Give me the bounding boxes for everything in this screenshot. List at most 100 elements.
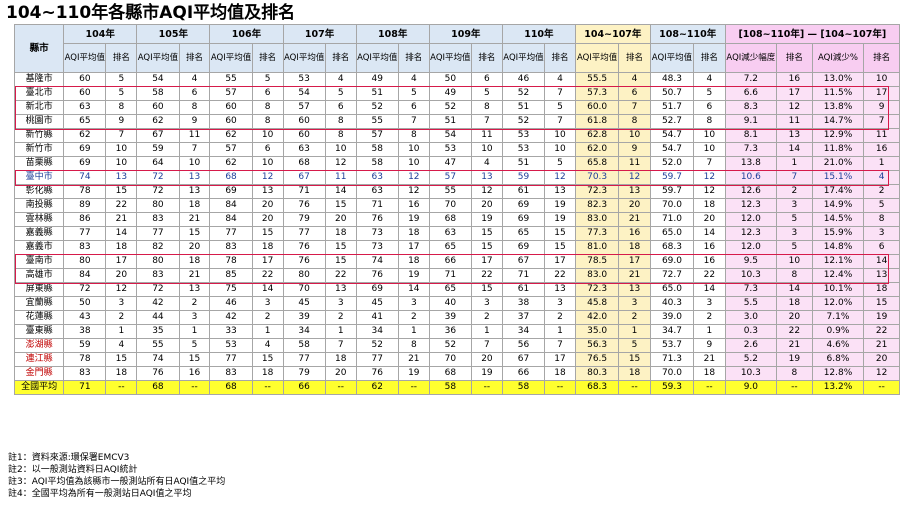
- value-cell: 65: [63, 114, 107, 129]
- rank-cell: 1: [178, 324, 211, 339]
- value-cell: 69: [501, 240, 546, 255]
- rank-cell: 4: [251, 338, 284, 353]
- value-cell: 66: [428, 254, 473, 269]
- rank-cell: 20: [324, 366, 357, 381]
- value-cell: 9.5: [724, 254, 778, 269]
- rank-cell: 14: [863, 254, 900, 269]
- value-cell: 83.0: [574, 268, 620, 283]
- rank-cell: 20: [105, 268, 138, 283]
- value-cell: 35.0: [574, 324, 620, 339]
- rank-cell: 18: [618, 366, 651, 381]
- value-cell: 35: [136, 324, 180, 339]
- rank-cell: 2: [776, 184, 813, 199]
- rank-cell: 2: [471, 310, 503, 325]
- rank-cell: 7: [471, 114, 503, 129]
- rank-cell: 15: [324, 198, 357, 213]
- rank-cell: 18: [178, 198, 211, 213]
- rank-cell: 14: [251, 282, 284, 297]
- value-cell: 13.8: [724, 156, 778, 171]
- rank-cell: 13: [251, 184, 284, 199]
- value-cell: 39: [282, 310, 326, 325]
- value-cell: 52: [355, 100, 399, 115]
- rank-cell: 15: [178, 226, 211, 241]
- value-cell: 71.0: [649, 212, 695, 227]
- rank-cell: 16: [776, 72, 813, 87]
- value-cell: 65.8: [574, 156, 620, 171]
- value-cell: 71.3: [649, 352, 695, 367]
- rank-cell: 18: [618, 240, 651, 255]
- value-cell: 8.1: [724, 128, 778, 143]
- rank-cell: 18: [251, 366, 284, 381]
- value-cell: 83: [209, 240, 253, 255]
- value-cell: 14.9%: [811, 198, 865, 213]
- value-cell: 14.7%: [811, 114, 865, 129]
- value-cell: 84: [209, 198, 253, 213]
- rank-cell: 1: [324, 324, 357, 339]
- rank-cell: 17: [863, 86, 900, 101]
- value-cell: 39.0: [649, 310, 695, 325]
- rank-cell: 20: [251, 212, 284, 227]
- avg-subheader: AQI平均值: [428, 43, 473, 73]
- county-cell: 新北市: [13, 100, 65, 115]
- table-row: 金門縣 83 18 76 16 83 18 79 20 76 19 68 19 66 18 80.3 18 70.…: [13, 366, 900, 381]
- rank-cell: 8: [397, 128, 430, 143]
- value-cell: 10.3: [724, 366, 778, 381]
- county-cell: 桃園市: [13, 114, 65, 129]
- rank-cell: 4: [471, 156, 503, 171]
- value-cell: 10.6: [724, 170, 778, 185]
- rank-cell: 3: [693, 296, 726, 311]
- value-cell: 81.0: [574, 240, 620, 255]
- rank-cell: 19: [397, 366, 430, 381]
- table-row: 南投縣 89 22 80 18 84 20 76 15 71 16 70 20 69 19 82.3 20 70.…: [13, 198, 900, 213]
- rank-cell: 1: [618, 324, 651, 339]
- value-cell: 49: [355, 72, 399, 87]
- table-row: 連江縣 78 15 74 15 77 15 77 18 77 21 70 20 67 17 76.5 15 71.…: [13, 352, 900, 367]
- rank-cell: 19: [544, 212, 576, 227]
- value-cell: 11.8%: [811, 142, 865, 157]
- rank-cell: 14: [693, 282, 726, 297]
- rank-cell: 14: [776, 142, 813, 157]
- value-cell: 86: [63, 212, 107, 227]
- rank-cell: 19: [544, 198, 576, 213]
- rank-cell: 10: [544, 142, 576, 157]
- county-cell: 南投縣: [13, 198, 65, 213]
- rank-cell: 11: [471, 128, 503, 143]
- value-cell: 76: [282, 240, 326, 255]
- value-cell: 62.8: [574, 128, 620, 143]
- rank-cell: 15: [105, 184, 138, 199]
- value-cell: 5.2: [724, 352, 778, 367]
- value-cell: 68: [428, 212, 473, 227]
- rank-cell: 7: [324, 338, 357, 353]
- rank-cell: 14: [397, 282, 430, 297]
- rank-cell: 21: [397, 352, 430, 367]
- value-cell: 62: [209, 156, 253, 171]
- rank-cell: 13: [863, 268, 900, 283]
- county-cell: 臺中市: [13, 170, 65, 185]
- value-cell: 82.3: [574, 198, 620, 213]
- rank-cell: 21: [693, 352, 726, 367]
- value-cell: 2.6: [724, 338, 778, 353]
- value-cell: 54: [282, 86, 326, 101]
- rank-cell: 22: [324, 268, 357, 283]
- rank-cell: 17: [251, 254, 284, 269]
- rank-cell: 10: [397, 156, 430, 171]
- value-cell: 54: [136, 72, 180, 87]
- rank-cell: 7: [105, 128, 138, 143]
- value-cell: 71: [355, 198, 399, 213]
- value-cell: 3.0: [724, 310, 778, 325]
- rank-cell: 17: [544, 352, 576, 367]
- table-row: 嘉義縣 77 14 77 15 77 15 77 18 73 18 63 15 65 15 77.3 16 65.…: [13, 226, 900, 241]
- rank-cell: 22: [544, 268, 576, 283]
- value-cell: 14.8%: [811, 240, 865, 255]
- rank-cell: 4: [693, 72, 726, 87]
- value-cell: 55.5: [574, 72, 620, 87]
- county-cell: 金門縣: [13, 366, 65, 381]
- rank-cell: 10: [618, 128, 651, 143]
- decrease-pct-subheader: AQI減少%: [811, 43, 865, 73]
- avg-subheader: AQI平均值: [282, 43, 326, 73]
- value-cell: 59.7: [649, 170, 695, 185]
- rank-cell: 1: [105, 324, 138, 339]
- rank-cell: 5: [105, 72, 138, 87]
- value-cell: 60: [209, 114, 253, 129]
- rank-cell: 6: [397, 100, 430, 115]
